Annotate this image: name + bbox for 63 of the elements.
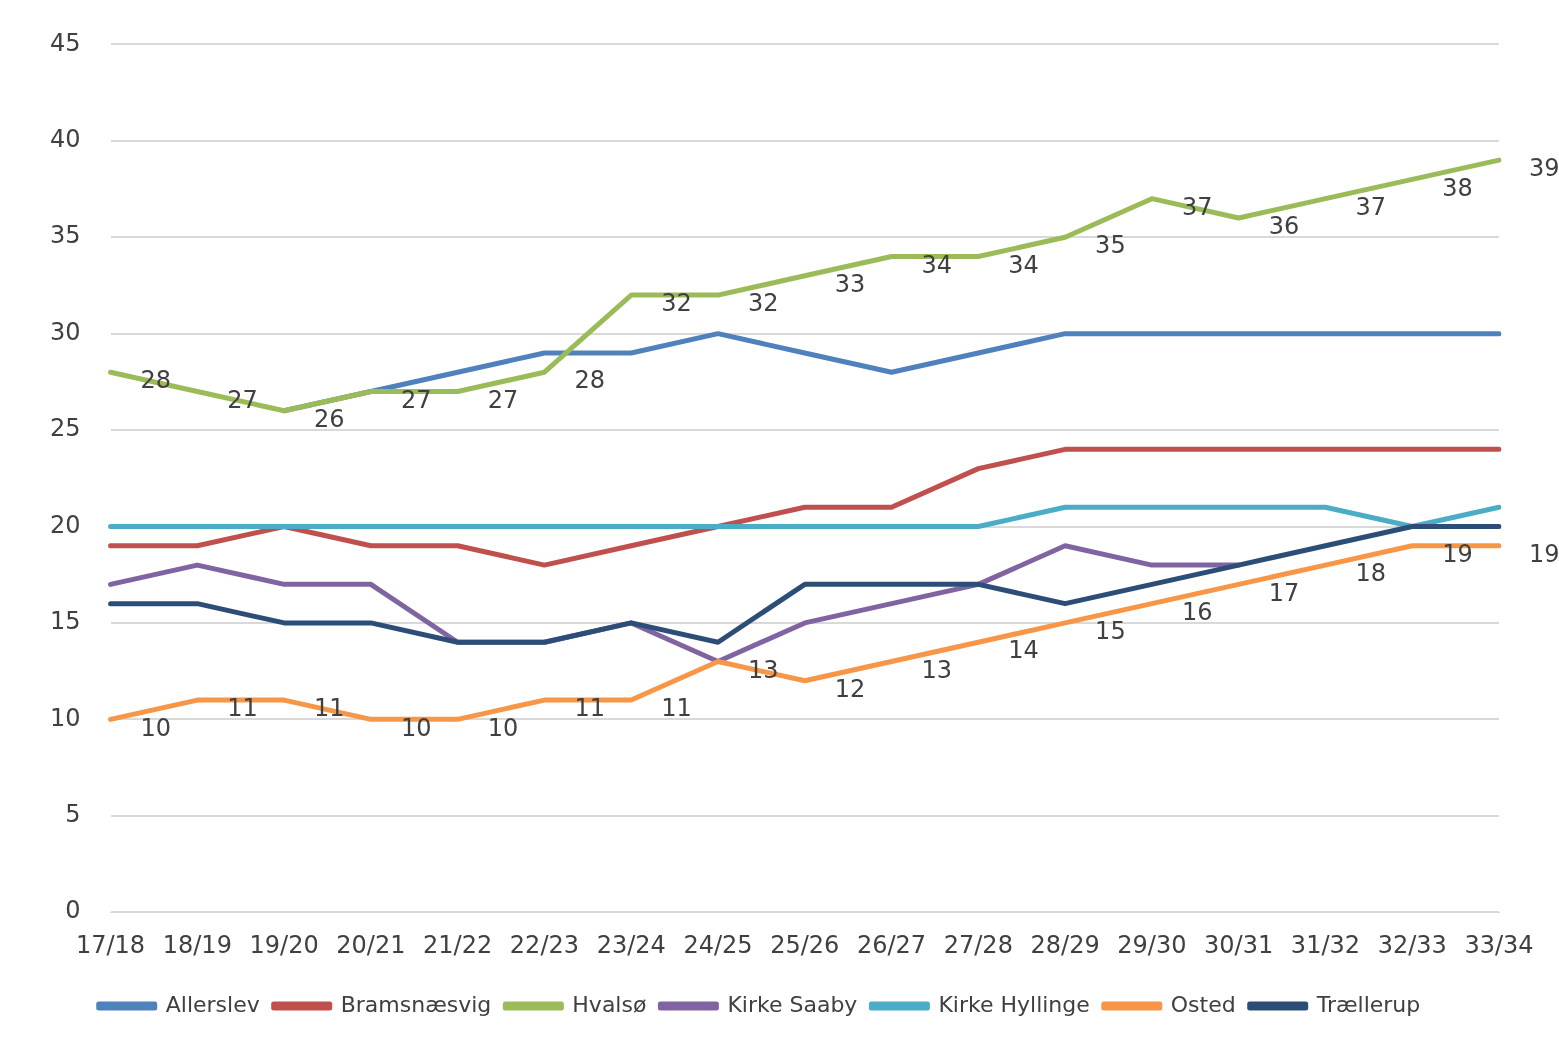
y-tick-label: 20 [49,510,81,539]
data-label: 15 [1095,617,1126,646]
x-tick-label: 33/34 [1464,930,1534,959]
legend-label: Kirke Hyllinge [938,991,1090,1017]
data-label: 35 [1095,231,1126,260]
y-tick-label: 40 [49,125,81,154]
x-tick-label: 32/33 [1377,930,1447,959]
data-label: 11 [227,694,258,723]
y-tick-label: 35 [49,221,81,250]
x-tick-label: 19/20 [249,930,319,959]
data-label: 26 [314,405,345,434]
data-label: 19 [1442,540,1473,569]
y-tick-label: 25 [49,414,81,443]
x-tick-label: 29/30 [1117,930,1187,959]
data-label: 16 [1181,597,1213,626]
legend-label: Bramsnæsvig [340,991,492,1017]
data-label: 10 [487,713,519,742]
data-label: 13 [921,655,953,684]
legend-label: Allerslev [165,991,260,1017]
y-tick-label: 15 [49,607,81,636]
data-label: 28 [574,366,605,395]
y-tick-label: 45 [49,28,81,57]
data-label: 36 [1268,212,1300,241]
data-label: 38 [1442,173,1473,202]
x-tick-label: 27/28 [943,930,1013,959]
legend-label: Trællerup [1315,991,1421,1017]
x-tick-label: 20/21 [336,930,406,959]
y-tick-label: 5 [65,800,81,829]
data-label: 33 [834,270,866,299]
x-tick-label: 28/29 [1030,930,1100,959]
data-label: 10 [140,713,172,742]
x-tick-label: 25/26 [770,930,840,959]
y-tick-label: 10 [49,703,81,732]
x-tick-label: 22/23 [509,930,580,959]
legend-label: Osted [1170,991,1236,1017]
y-tick-label: 0 [65,896,81,925]
legend-label: Hvalsø [572,991,647,1017]
x-tick-label: 26/27 [856,930,927,959]
data-label: 32 [747,289,779,318]
data-label: 19 [1529,540,1559,569]
data-label: 34 [921,250,953,279]
x-tick-label: 24/25 [683,930,753,959]
legend-label: Kirke Saaby [727,991,858,1017]
data-label: 11 [661,694,692,723]
data-label: 34 [1008,250,1039,279]
data-label: 17 [1268,578,1300,607]
data-label: 39 [1529,154,1559,183]
data-label: 37 [1355,192,1386,221]
data-label: 18 [1355,559,1386,588]
x-tick-label: 17/18 [75,930,146,959]
x-tick-label: 23/24 [596,930,666,959]
data-label: 10 [400,713,432,742]
x-tick-label: 18/19 [162,930,232,959]
x-tick-label: 31/32 [1290,930,1361,959]
data-label: 27 [487,385,519,414]
x-tick-label: 30/31 [1204,930,1274,959]
data-label: 12 [834,675,866,704]
x-tick-label: 21/22 [423,930,493,959]
data-label: 32 [661,289,692,318]
data-label: 14 [1008,636,1039,665]
data-label: 11 [574,694,605,723]
data-label: 27 [400,385,432,414]
y-tick-label: 30 [49,317,81,346]
